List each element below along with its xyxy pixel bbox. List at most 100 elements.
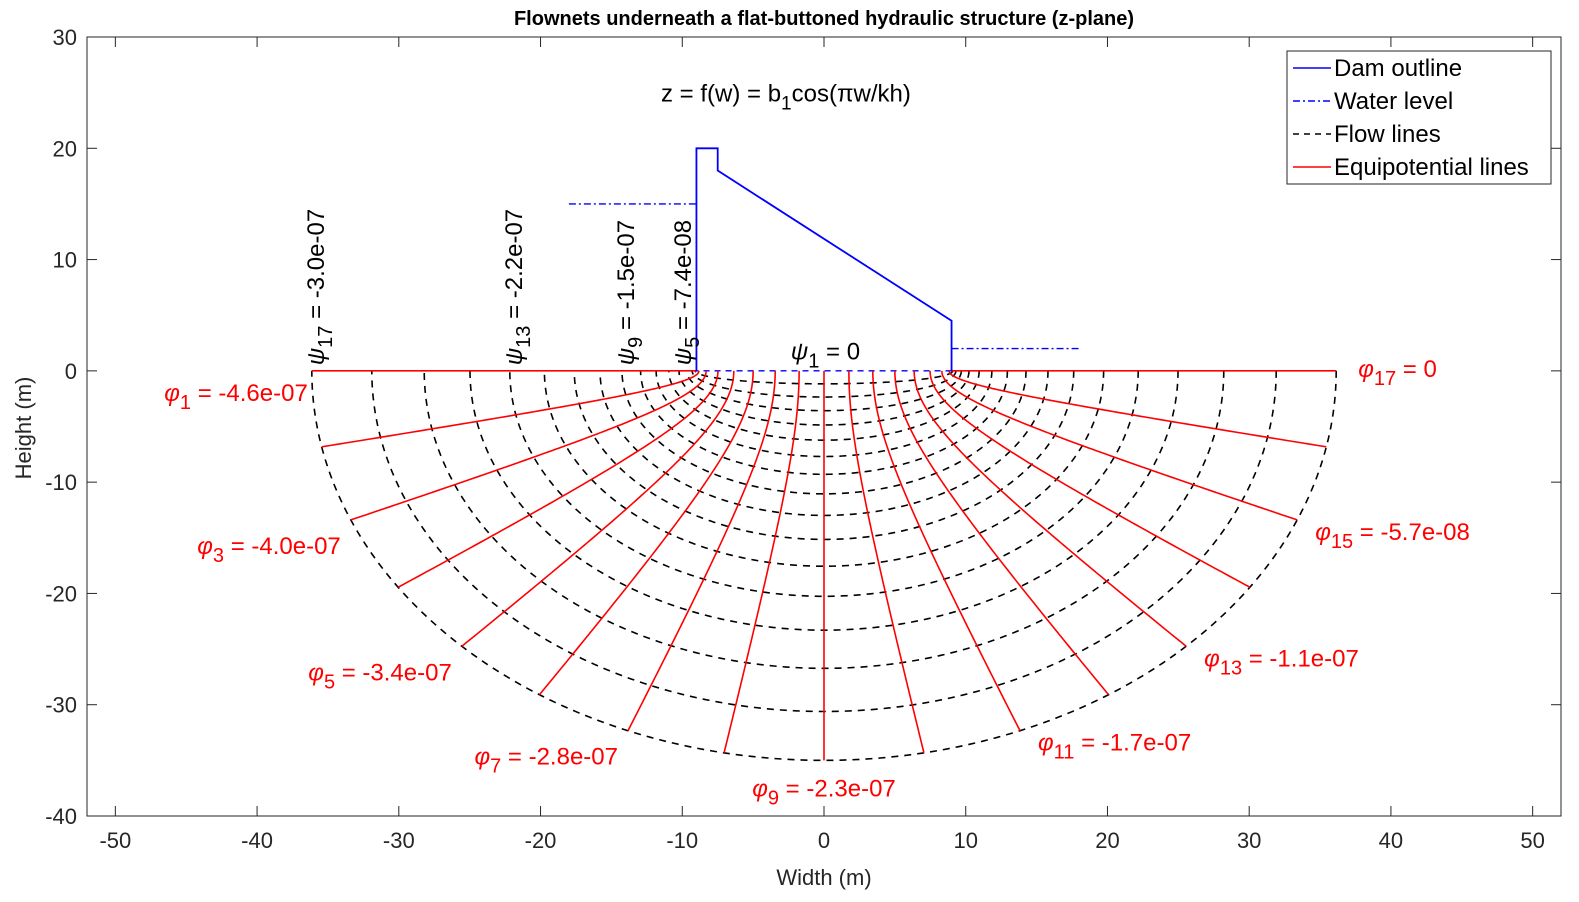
label-subscript: 5 <box>682 337 704 348</box>
label-subscript: 15 <box>1331 531 1353 553</box>
equipotential-line <box>350 370 707 521</box>
x-axis-label: Width (m) <box>776 865 871 890</box>
label-symbol: ψ <box>501 348 528 365</box>
label-subscript: 5 <box>324 671 335 693</box>
dam-outline <box>695 147 953 371</box>
equipotential-line <box>461 370 735 647</box>
label-subscript: 7 <box>490 756 501 778</box>
equation-part: z = f(w) = b <box>661 81 781 108</box>
label-value: = -1.7e-07 <box>1074 730 1191 757</box>
equipotential-line <box>321 370 700 448</box>
label-symbol: φ <box>474 744 490 771</box>
y-tick-label: -40 <box>45 804 77 829</box>
flow-line <box>509 370 1139 598</box>
label-subscript: 3 <box>213 545 224 567</box>
psi-label: ψ13 = -2.2e-07 <box>501 209 535 365</box>
equipotential-line <box>948 370 1327 448</box>
label-symbol: ψ <box>303 348 330 365</box>
x-tick-label: 20 <box>1095 828 1119 853</box>
y-tick-label: -20 <box>45 581 77 606</box>
x-tick-label: -40 <box>241 828 273 853</box>
y-tick-label: 20 <box>53 136 77 161</box>
legend-box <box>1286 50 1552 185</box>
flow-line <box>311 370 1337 762</box>
legend-label: Water level <box>1334 88 1453 115</box>
phi-label: φ11 = -1.7e-07 <box>1038 730 1191 764</box>
label-value: = -1.1e-07 <box>1242 645 1359 672</box>
plot-area: -50 -40 -30 -20 -10 0 10 20 30 40 50 -40 -30 -20 -10 0 1… <box>45 25 1562 853</box>
x-tick-label: 10 <box>953 828 977 853</box>
chart-title: Flownets underneath a flat-buttoned hydr… <box>514 8 1134 30</box>
label-symbol: φ <box>1204 645 1220 672</box>
legend: Dam outline Water level Flow lines Equipote… <box>1286 50 1552 185</box>
x-tick-label: 30 <box>1237 828 1261 853</box>
phi-label: φ9 = -2.3e-07 <box>752 775 896 809</box>
label-subscript: 1 <box>180 392 191 414</box>
flow-line <box>639 370 1009 476</box>
phi-label: φ5 = -3.4e-07 <box>308 659 452 693</box>
y-axis-label: Height (m) <box>11 377 36 480</box>
label-subscript: 13 <box>513 326 535 348</box>
equation-part: 1 <box>781 94 792 115</box>
y-tick-label: 30 <box>53 25 77 50</box>
label-subscript: 17 <box>1374 368 1396 390</box>
label-symbol: ψ <box>791 339 808 366</box>
x-tick-label: -20 <box>525 828 557 853</box>
label-symbol: φ <box>197 533 213 560</box>
flow-line <box>621 370 1027 495</box>
equation-part: cos(πw/kh) <box>792 81 911 108</box>
phi-label: φ13 = -1.1e-07 <box>1204 645 1359 679</box>
label-value: = -2.2e-07 <box>501 209 528 326</box>
equipotential-line <box>929 370 1251 588</box>
psi-label: ψ5 = -7.4e-08 <box>670 220 704 365</box>
label-symbol: ψ <box>613 348 640 365</box>
y-tick-label: 0 <box>65 359 77 384</box>
equipotential-line <box>848 370 925 754</box>
label-subscript: 9 <box>625 337 647 348</box>
x-tick-label: 50 <box>1520 828 1544 853</box>
phi-label: φ3 = -4.0e-07 <box>197 533 341 567</box>
legend-label: Equipotential lines <box>1334 154 1529 181</box>
label-value: = -4.0e-07 <box>224 533 341 560</box>
legend-label: Flow lines <box>1334 121 1441 148</box>
y-tick-label: -10 <box>45 470 77 495</box>
label-value: = -2.3e-07 <box>779 775 896 802</box>
psi-label: ψ9 = -1.5e-07 <box>613 220 647 365</box>
y-tick-label: -30 <box>45 693 77 718</box>
flow-line <box>543 370 1105 568</box>
equipotential-line <box>627 370 776 732</box>
label-value: = -1.5e-07 <box>613 220 640 337</box>
x-tick-label: -50 <box>99 828 131 853</box>
label-value: = -3.4e-07 <box>335 659 452 686</box>
label-subscript: 11 <box>1054 742 1075 764</box>
label-value: = -3.0e-07 <box>303 209 330 326</box>
equipotential-line <box>941 370 1298 521</box>
psi-label: ψ17 = -3.0e-07 <box>303 209 337 365</box>
label-symbol: φ <box>1038 730 1054 757</box>
label-subscript: 9 <box>768 787 779 809</box>
label-subscript: 17 <box>315 326 337 348</box>
equation-annotation: z = f(w) = b1cos(πw/kh) <box>661 81 911 115</box>
label-value: = -4.6e-07 <box>191 380 308 407</box>
equipotential-line <box>894 370 1110 696</box>
phi-label: φ1 = -4.6e-07 <box>164 380 308 414</box>
label-subscript: 1 <box>808 351 819 373</box>
label-symbol: φ <box>164 380 180 407</box>
label-value: = 0 <box>1396 356 1437 383</box>
equipotential-line <box>913 370 1187 647</box>
equipotential-line <box>538 370 754 696</box>
label-symbol: φ <box>1315 519 1331 546</box>
x-tick-label: -30 <box>383 828 415 853</box>
flow-line <box>691 370 957 398</box>
x-tick-label: 40 <box>1379 828 1403 853</box>
label-symbol: φ <box>752 775 768 802</box>
label-symbol: φ <box>1358 356 1374 383</box>
label-subscript: 13 <box>1220 657 1242 679</box>
x-tick-label: -10 <box>666 828 698 853</box>
legend-label: Dam outline <box>1334 55 1462 82</box>
label-symbol: ψ <box>670 348 697 365</box>
phi-label: φ17 = 0 <box>1358 356 1437 390</box>
label-value: = -5.7e-08 <box>1353 519 1470 546</box>
equipotential-line <box>723 370 800 754</box>
equipotential-line <box>397 370 719 588</box>
